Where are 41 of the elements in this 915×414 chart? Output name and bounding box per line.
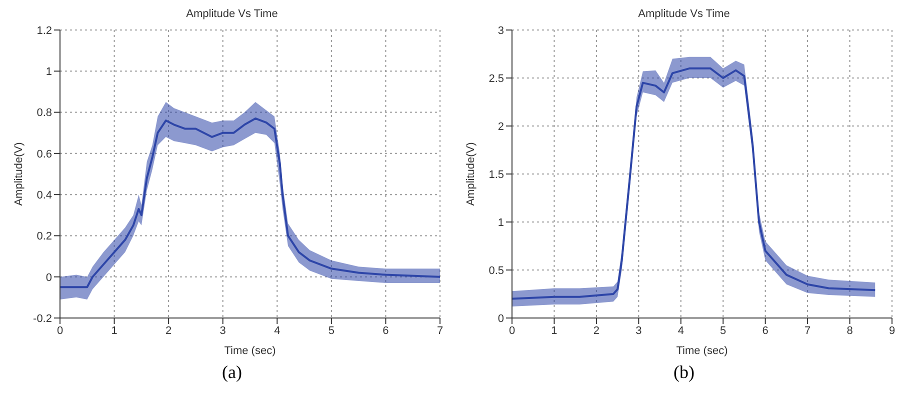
y-tick-label: 1	[46, 66, 52, 78]
y-tick-label: 0.8	[36, 107, 52, 120]
y-tick-label: 1.5	[488, 168, 504, 181]
x-tick-label: 6	[382, 324, 389, 337]
y-tick-label: 3	[498, 24, 504, 37]
x-tick-label: 2	[593, 324, 600, 337]
y-axis-title: Amplitude(V)	[12, 142, 25, 206]
x-axis-title: Time (sec)	[676, 345, 728, 357]
text: (b)	[674, 362, 694, 383]
x-tick-label: 5	[328, 324, 334, 337]
y-tick-label: 0.2	[36, 230, 52, 243]
y-tick-label: 2.5	[488, 72, 504, 85]
y-tick-label: 0	[498, 312, 504, 325]
x-tick-label: 4	[678, 324, 684, 337]
x-tick-label: 2	[166, 324, 172, 337]
y-tick-label: -0.2	[33, 312, 52, 325]
x-tick-label: 1	[551, 324, 558, 337]
y-tick-label: 2	[498, 120, 504, 133]
x-tick-label: 7	[804, 324, 811, 337]
y-tick-label: 0	[46, 272, 52, 284]
y-tick-label: 0.6	[36, 148, 52, 160]
x-tick-label: 4	[274, 324, 280, 337]
x-tick-label: 0	[56, 324, 64, 337]
y-tick-label: 0.4	[36, 189, 52, 202]
x-tick-label: 7	[436, 324, 444, 337]
x-tick-label: 3	[220, 324, 226, 337]
x-tick-label: 5	[720, 324, 726, 337]
chart-title: Amplitude Vs Time	[186, 8, 278, 22]
chart-title: Amplitude Vs Time	[638, 8, 730, 22]
x-tick-label: 6	[762, 324, 768, 337]
text: (a)	[222, 362, 242, 383]
y-axis-title: Amplitude(V)	[464, 142, 477, 206]
x-tick-label: 1	[111, 324, 118, 337]
x-tick-label: 9	[888, 324, 896, 337]
x-axis-title: Time (sec)	[224, 345, 276, 357]
y-tick-label: 1	[498, 216, 504, 229]
y-tick-label: 0.5	[488, 264, 504, 277]
x-tick-label: 3	[636, 324, 642, 337]
x-tick-label: 0	[508, 324, 516, 337]
x-tick-label: 8	[846, 324, 853, 337]
y-tick-label: 1.2	[36, 24, 52, 37]
